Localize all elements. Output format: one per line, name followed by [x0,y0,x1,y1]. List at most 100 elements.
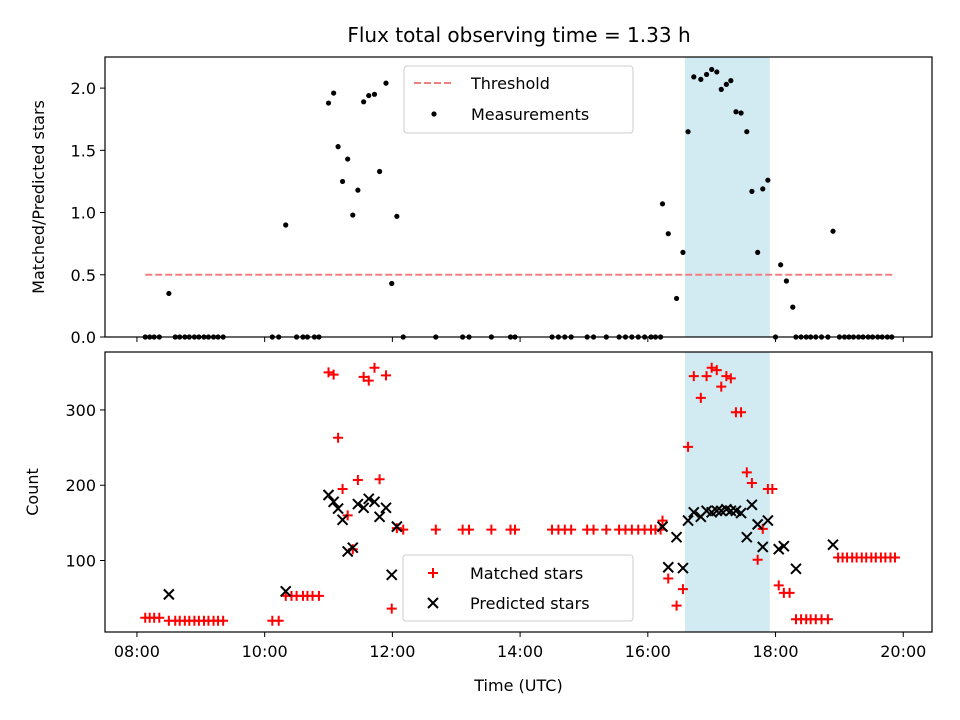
data-point [369,362,380,373]
y-tick-label: 300 [65,401,96,420]
y-tick-label: 0.5 [71,266,96,285]
legend-label-measurements: Measurements [471,105,589,124]
data-point [336,514,349,526]
data-point [790,563,802,575]
data-point [383,80,389,86]
data-point [688,506,700,519]
data-point [588,524,599,535]
data-point [366,92,372,99]
data-point [394,213,400,219]
legend-box [402,554,634,622]
data-point [280,585,292,598]
data-point [670,531,683,543]
chart-title: Flux total observing time = 1.33 h [347,23,690,47]
data-point [339,178,346,185]
data-point [778,540,790,552]
data-point [711,365,722,376]
data-point [830,228,836,234]
data-point [755,249,761,255]
x-tick-label: 16:00 [625,642,671,661]
data-point [889,552,900,563]
data-point [350,212,356,218]
data-point [735,507,747,519]
data-point [656,520,669,533]
data-point [352,498,364,510]
data-point [688,371,699,382]
legend-swatch-matched [428,568,438,578]
data-point [218,615,229,626]
data-point [701,371,712,382]
x-tick-label: 08:00 [114,642,160,661]
data-point [332,502,344,515]
data-point [322,489,335,501]
y-tick-label: 1.0 [71,204,96,223]
legend: Threshold Measurements [403,65,634,134]
data-point [725,373,736,384]
data-point [657,515,668,526]
data-point [377,168,383,175]
data-point [352,474,363,485]
axes-frame [104,56,933,338]
data-point [723,81,729,87]
data-point [760,186,766,192]
data-point [725,505,737,517]
data-point [374,474,385,485]
legend-label-predicted: Predicted stars [470,594,590,613]
top-panel: 0.0 0.5 1.0 1.5 2.0 Matched/Predicted stars Th… [29,56,933,347]
data-point [163,588,175,601]
data-point [323,367,334,378]
data-point [751,518,764,531]
x-tick-label: 10:00 [242,642,288,661]
data-point [486,524,497,535]
data-point [691,74,697,80]
data-point [695,392,706,403]
data-point [746,499,758,511]
data-point [313,590,324,601]
data-point [718,86,724,92]
data-point [663,573,674,584]
data-point [677,562,689,574]
x-tick-label: 20:00 [880,642,926,661]
data-point [749,188,755,194]
data-point [683,441,694,452]
data-point [685,129,691,135]
y-tick-label: 200 [65,476,96,495]
data-point [335,144,341,150]
data-point [728,78,734,84]
data-point [736,407,747,418]
data-point [716,381,727,392]
data-point [273,615,284,626]
data-point [371,91,378,97]
x-tick-label: 14:00 [497,642,543,661]
data-point [698,76,704,82]
data-point [389,280,395,287]
data-point [357,502,370,514]
data-point [363,375,374,386]
data-point [386,569,398,581]
data-point [738,110,744,116]
data-point [345,156,351,162]
data-point [327,496,340,508]
data-point [677,584,688,595]
data-point [283,222,289,228]
data-point [733,109,739,115]
x-tick-label: 12:00 [369,642,415,661]
data-point [380,370,391,381]
data-point [166,290,172,297]
data-point [368,496,381,508]
data-point [773,580,784,591]
legend-label-matched: Matched stars [470,564,583,583]
data-point [361,99,367,105]
data-point [790,304,796,310]
legend-swatch-predicted [427,597,439,609]
legend-swatch-measurements [431,111,437,117]
x-tick-label: 18:00 [752,642,798,661]
data-point [662,561,674,573]
y-axis-label: Matched/Predicted stars [29,100,48,294]
data-point [744,129,750,135]
data-point [659,201,666,207]
data-point [509,524,520,535]
data-point [347,541,359,554]
legend-label-threshold: Threshold [470,74,550,93]
data-point [682,514,694,527]
